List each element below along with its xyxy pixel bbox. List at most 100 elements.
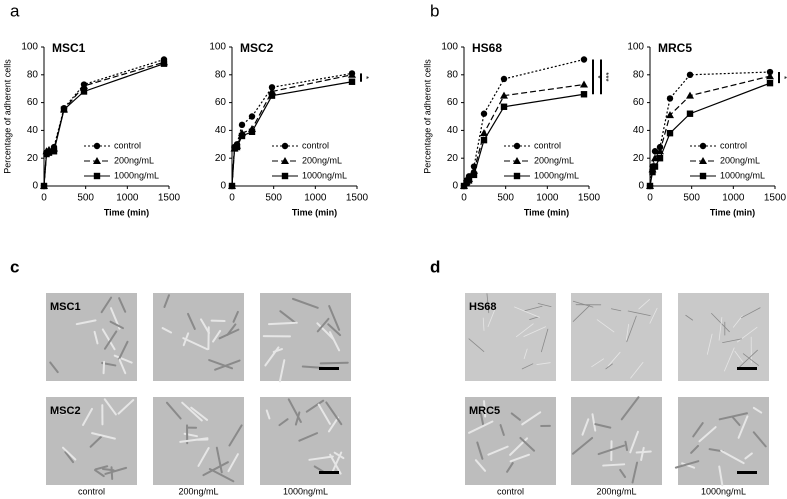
cell xyxy=(89,435,103,448)
marker xyxy=(238,121,246,129)
y-tick-label: 60 xyxy=(215,97,227,108)
cell xyxy=(649,307,658,324)
cell xyxy=(190,406,209,421)
cell xyxy=(228,424,243,447)
cell xyxy=(226,323,237,336)
legend-label: 200ng/mL xyxy=(534,155,574,165)
cell xyxy=(737,415,749,439)
cell xyxy=(118,297,127,313)
cell xyxy=(597,444,626,456)
marker xyxy=(666,95,674,102)
y-tick-label: 20 xyxy=(447,153,459,164)
x-tick-label: 500 xyxy=(77,193,94,204)
micrograph-row-label: HS68 xyxy=(469,301,497,313)
marker xyxy=(60,106,68,113)
y-tick-label: 80 xyxy=(447,69,459,80)
marker xyxy=(80,88,88,95)
micrograph-column-label: 200ng/mL xyxy=(178,486,218,496)
cell xyxy=(711,312,730,333)
x-tick-label: 500 xyxy=(683,193,700,204)
cell xyxy=(629,430,639,454)
y-tick-label: 0 xyxy=(638,181,644,192)
cell xyxy=(752,431,767,448)
micrograph xyxy=(678,293,769,381)
marker xyxy=(268,84,276,91)
cell xyxy=(610,308,622,312)
legend-label: control xyxy=(302,140,329,150)
marker xyxy=(766,79,774,87)
marker xyxy=(686,110,694,117)
cell xyxy=(316,322,335,341)
x-tick-label: 0 xyxy=(229,193,235,204)
cell xyxy=(101,328,116,351)
cell xyxy=(529,316,539,320)
cell xyxy=(93,469,105,478)
micrograph-row-label: MRC5 xyxy=(469,405,500,417)
cell xyxy=(55,410,65,415)
significance-label: * xyxy=(779,76,787,79)
cell xyxy=(265,409,271,420)
micrograph-column-label: 200ng/mL xyxy=(596,486,636,496)
micrograph xyxy=(571,396,662,485)
cell xyxy=(468,420,494,434)
marker xyxy=(228,182,236,190)
significance-label: * xyxy=(361,76,370,79)
cell xyxy=(537,303,552,308)
cell xyxy=(521,363,534,370)
legend-label: 200ng/mL xyxy=(720,155,760,165)
cell xyxy=(327,416,340,433)
cell xyxy=(101,468,115,472)
legend-label: 1000ng/mL xyxy=(720,170,765,180)
cell xyxy=(118,358,127,375)
marker xyxy=(666,129,674,137)
x-tick-label: 1000 xyxy=(722,193,745,204)
y-tick-label: 60 xyxy=(633,97,645,108)
cell xyxy=(109,320,124,330)
marker xyxy=(766,68,774,76)
cell xyxy=(214,359,241,371)
x-axis-label: Time (min) xyxy=(292,207,337,217)
cell xyxy=(706,333,713,355)
cell xyxy=(93,330,99,345)
cell xyxy=(202,461,229,477)
cell xyxy=(182,337,209,351)
legend-marker xyxy=(281,172,289,180)
micrograph-bg xyxy=(465,293,556,381)
y-tick-label: 0 xyxy=(32,181,38,192)
micrograph xyxy=(674,397,769,487)
x-tick-label: 500 xyxy=(265,193,282,204)
legend-label: control xyxy=(114,140,141,150)
marker xyxy=(470,171,478,179)
cell xyxy=(232,310,239,323)
micrograph xyxy=(46,293,137,381)
panel-label: b xyxy=(430,1,439,20)
micrograph-bg xyxy=(571,397,662,485)
legend-marker xyxy=(513,172,521,180)
legend-marker xyxy=(281,142,289,150)
legend-marker xyxy=(281,157,289,164)
cell xyxy=(49,361,59,374)
marker xyxy=(465,177,473,184)
y-tick-label: 60 xyxy=(27,97,39,108)
cell xyxy=(267,321,298,326)
marker xyxy=(666,111,674,119)
cell xyxy=(64,451,75,464)
y-tick-label: 0 xyxy=(452,181,458,192)
x-tick-label: 1000 xyxy=(116,193,139,204)
cell xyxy=(187,312,196,330)
cell xyxy=(722,338,742,343)
micrograph-column-label: 1000ng/mL xyxy=(701,486,746,496)
cell xyxy=(75,319,97,326)
cell xyxy=(685,314,694,321)
y-tick-label: 40 xyxy=(447,125,459,136)
cell xyxy=(104,466,128,475)
y-axis-label: Percentage of adherent cells xyxy=(2,59,12,174)
cell xyxy=(474,459,487,472)
y-tick-label: 100 xyxy=(21,42,38,53)
panel-label: a xyxy=(10,1,20,20)
cell xyxy=(736,326,758,343)
cell xyxy=(627,310,651,317)
